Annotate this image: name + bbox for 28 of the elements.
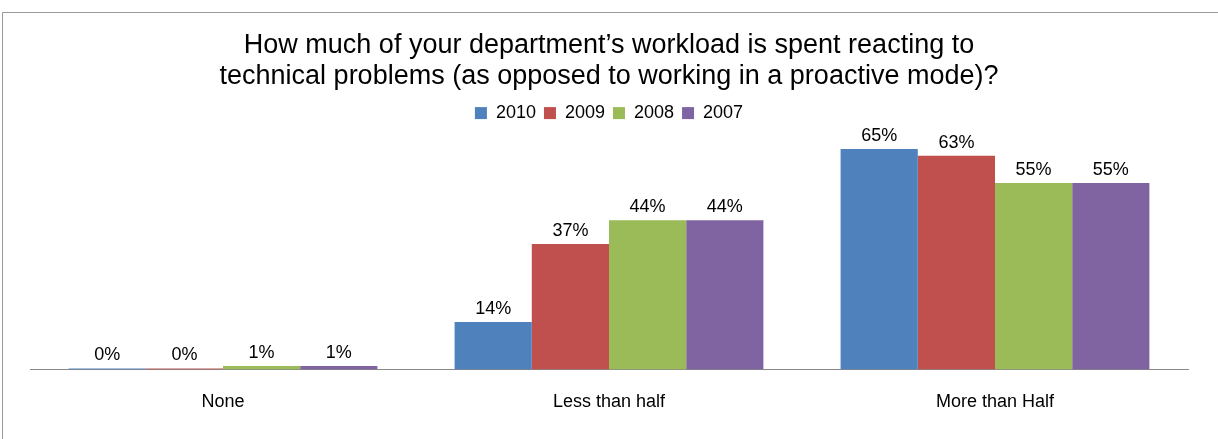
data-label: 55% [1092, 158, 1129, 179]
bar [609, 220, 687, 370]
data-label: 0% [171, 344, 198, 365]
legend-label: 2007 [703, 102, 744, 123]
data-label: 63% [938, 131, 975, 152]
bar [917, 155, 995, 370]
x-tick-label: More than Half [935, 391, 1056, 412]
data-label: 44% [706, 196, 743, 217]
bar [995, 182, 1073, 370]
data-label: 37% [552, 219, 589, 240]
legend-label: 2009 [564, 102, 605, 123]
bar [686, 220, 764, 370]
data-label: 0% [94, 344, 121, 365]
data-label: 14% [475, 297, 512, 318]
data-label: 1% [248, 341, 275, 362]
data-label: 44% [629, 196, 666, 217]
bar [840, 149, 918, 370]
legend-label: 2008 [634, 102, 675, 123]
bar [454, 321, 532, 370]
legend-label: 2010 [495, 102, 536, 123]
x-tick-label: Less than half [552, 391, 667, 412]
data-label: 1% [325, 341, 352, 362]
data-label: 55% [1015, 158, 1052, 179]
data-label: 65% [861, 125, 898, 146]
bar [531, 243, 609, 370]
chart-title: How much of your department’s workload is spent reacting to technical problems (as opposed to working in a proactive mode)? [219, 28, 999, 91]
x-tick-label: None [201, 391, 245, 412]
bar [1072, 182, 1150, 370]
